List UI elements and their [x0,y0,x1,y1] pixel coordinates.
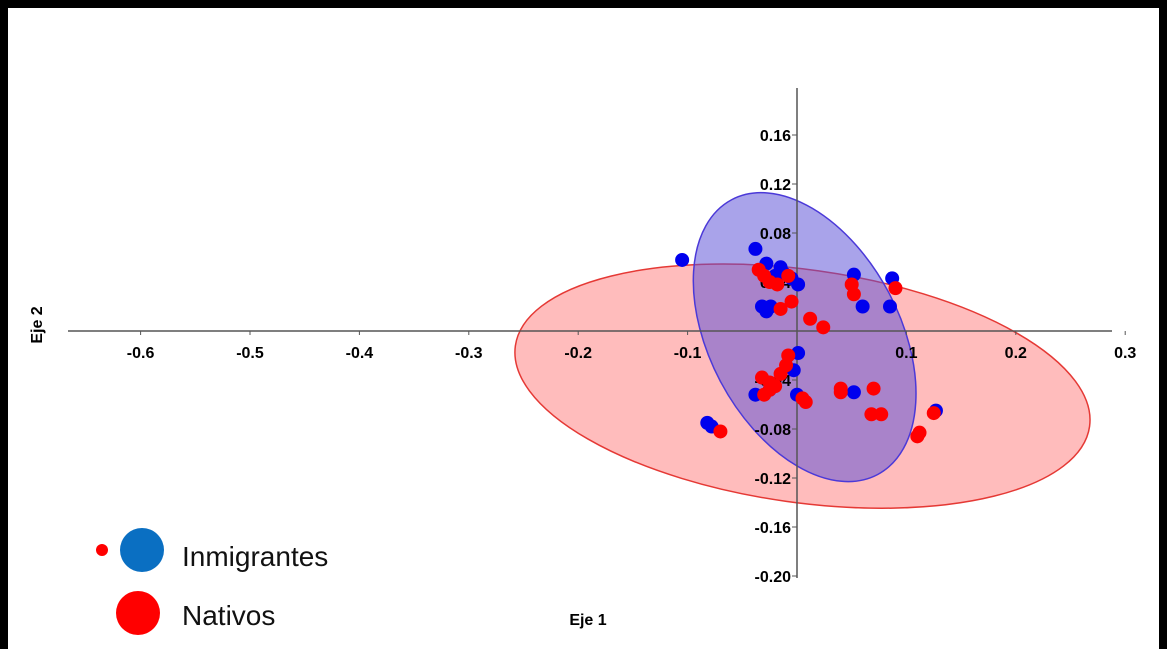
data-point-inmigrantes [748,241,763,256]
x-tick-label: 0.1 [895,345,917,362]
legend-swatch-inmigrantes [120,528,164,572]
y-tick-label: -0.16 [755,520,792,537]
y-tick-label: 0.12 [760,177,791,194]
data-point-nativos [770,277,785,292]
x-axis-title: Eje 1 [569,612,606,629]
y-tick-label: -0.20 [755,569,792,586]
data-point-nativos [781,268,796,283]
data-point-nativos [866,381,881,396]
ellipse-inmigrantes [692,191,917,483]
data-point-inmigrantes [855,299,870,314]
legend-swatch-nativos [116,591,160,635]
x-tick-label: -0.3 [455,345,483,362]
data-point-inmigrantes [791,277,806,292]
data-point-nativos [773,301,788,316]
ellipse-layer [514,191,1091,509]
data-point-nativos [713,424,728,439]
data-point-nativos [773,366,788,381]
x-tick-label: 0.2 [1005,345,1027,362]
x-tick-label: -0.4 [346,345,374,362]
y-tick-label: 0.08 [760,226,791,243]
data-point-nativos [926,406,941,421]
data-point-nativos [888,281,903,296]
x-tick-label: 0.3 [1114,345,1136,362]
legend-label-nativos: Nativos [182,600,275,631]
data-point-nativos [784,294,799,309]
data-point-nativos [803,311,818,326]
data-point-nativos [798,395,813,410]
data-point-inmigrantes [846,385,861,400]
x-tick-label: -0.2 [564,345,592,362]
data-point-inmigrantes [759,304,774,319]
data-point-nativos [864,407,879,422]
data-point-nativos [816,320,831,335]
data-point-nativos [762,382,777,397]
legend-label-inmigrantes: Inmigrantes [182,541,328,572]
legend-small-red-dot [96,544,108,556]
x-tick-label: -0.1 [674,345,702,362]
data-point-nativos [846,287,861,302]
y-tick-label: 0.16 [760,128,791,145]
axes [68,88,1112,578]
y-tick-label: -0.12 [755,471,792,488]
x-tick-label: -0.5 [236,345,264,362]
point-layer [675,241,943,444]
data-point-nativos [833,385,848,400]
data-point-inmigrantes [882,299,897,314]
x-tick-label: -0.6 [127,345,155,362]
y-tick-label: -0.08 [755,422,792,439]
data-point-inmigrantes [675,252,690,267]
y-axis-title: Eje 2 [29,306,46,343]
tick-layer: -0.6 -0.5 -0.4 -0.3 -0.2 -0.1 0.1 0.2 0.3 0.16 0.1… [127,128,1137,586]
legend: Inmigrantes Nativos [96,528,328,635]
data-point-nativos [910,429,925,444]
data-point-nativos [874,407,889,422]
